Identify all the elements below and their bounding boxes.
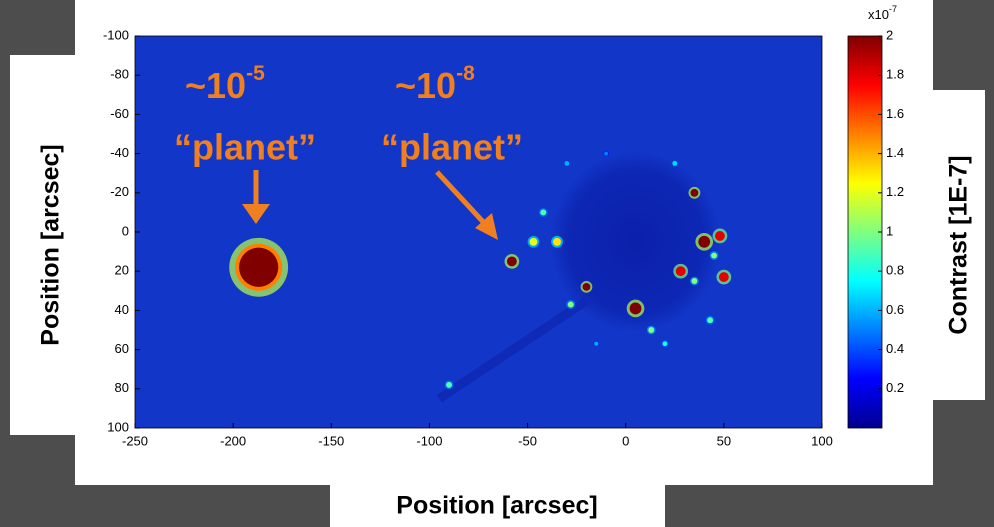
colorbar-multiplier-exponent: -7 — [889, 4, 897, 14]
spot — [540, 209, 546, 215]
c-tick-label: 2 — [886, 27, 893, 42]
spot — [719, 272, 729, 282]
spot — [672, 161, 677, 166]
x-tick-label: -50 — [518, 433, 537, 448]
colorbar — [848, 36, 882, 428]
c-tick-label: 1 — [886, 223, 893, 238]
spot — [568, 302, 574, 308]
spot — [553, 238, 561, 246]
y-tick-label: -80 — [110, 67, 129, 82]
x-tick-label: 100 — [811, 433, 833, 448]
x-tick-label: 0 — [622, 433, 629, 448]
spot — [583, 283, 591, 291]
spot — [239, 248, 278, 287]
spot — [564, 161, 569, 166]
chart: Position [arcsec] Contrast [1E-7] Positi… — [0, 0, 994, 527]
spot — [446, 382, 452, 388]
spot — [604, 152, 608, 156]
spot — [698, 236, 710, 248]
spot — [676, 266, 686, 276]
c-tick-label: 0.6 — [886, 302, 904, 317]
spot — [530, 238, 538, 246]
y-axis-label: Position [arcsec] — [37, 144, 65, 345]
colorbar-multiplier-base: x10 — [868, 7, 889, 22]
x-tick-label: -200 — [220, 433, 246, 448]
y-tick-label: -20 — [110, 184, 129, 199]
c-tick-label: 0.2 — [886, 380, 904, 395]
y-tick-label: 100 — [107, 419, 129, 434]
c-tick-label: 1.6 — [886, 106, 904, 121]
y-tick-label: -40 — [110, 145, 129, 160]
x-tick-label: -250 — [122, 433, 148, 448]
y-tick-label: 20 — [115, 263, 129, 278]
y-tick-label: -100 — [103, 27, 129, 42]
colorbar-label: Contrast [1E-7] — [945, 155, 973, 334]
c-tick-label: 0.4 — [886, 341, 904, 356]
x-tick-label: -100 — [416, 433, 442, 448]
spot — [707, 317, 713, 323]
x-tick-label: -150 — [318, 433, 344, 448]
x-tick-label: 50 — [717, 433, 731, 448]
annotation-exponent: -8 — [456, 62, 475, 85]
spot — [715, 231, 725, 241]
c-tick-label: 1.8 — [886, 67, 904, 82]
spot — [594, 342, 598, 346]
spot — [690, 189, 698, 197]
spot — [630, 303, 642, 315]
y-tick-label: 80 — [115, 380, 129, 395]
annotation-exponent: -5 — [246, 62, 265, 85]
y-tick-label: 0 — [122, 223, 129, 238]
y-tick-label: -60 — [110, 106, 129, 121]
annotation-base: ~10 — [395, 65, 456, 106]
x-axis-label: Position [arcsec] — [396, 492, 597, 520]
c-tick-label: 1.4 — [886, 145, 904, 160]
spot — [711, 253, 717, 259]
c-tick-label: 1.2 — [886, 184, 904, 199]
spot — [648, 327, 654, 333]
spot — [507, 256, 517, 266]
spot — [663, 341, 668, 346]
annotation-base: ~10 — [185, 65, 246, 106]
c-tick-label: 0.8 — [886, 263, 904, 278]
annotation-label: “planet” — [381, 127, 523, 168]
spot — [691, 278, 697, 284]
annotation-label: “planet” — [174, 127, 316, 168]
y-tick-label: 60 — [115, 341, 129, 356]
y-tick-label: 40 — [115, 302, 129, 317]
